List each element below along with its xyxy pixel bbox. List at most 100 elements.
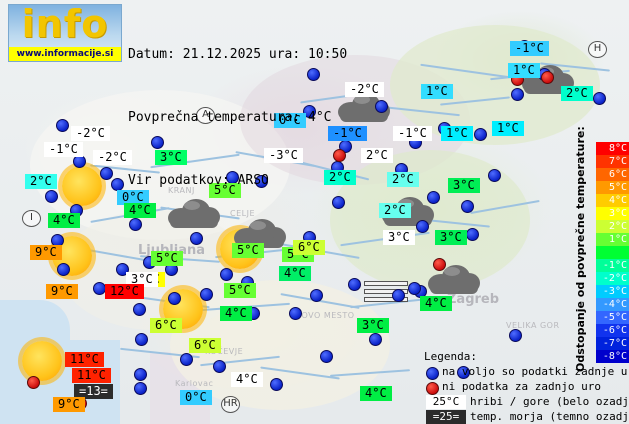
temperature-chip: 2°C: [324, 170, 356, 185]
city-label: NOVO MESTO: [295, 311, 355, 320]
station-dot: [474, 128, 487, 141]
station-dot: [332, 196, 345, 209]
station-dot: [133, 303, 146, 316]
temperature-chip: 4°C: [231, 372, 263, 387]
temperature-chip: -2°C: [93, 150, 132, 165]
scale-step: 7°C: [596, 155, 629, 168]
station-dot: [369, 333, 382, 346]
sun-icon: [62, 166, 102, 206]
legend-mountain-text: hribi / gore (belo ozadje): [470, 395, 629, 408]
scale-step: -6°C: [596, 324, 629, 337]
temperature-chip: 1°C: [508, 63, 540, 78]
temperature-chip: 4°C: [360, 386, 392, 401]
temperature-chip: 4°C: [48, 213, 80, 228]
scale-step: [596, 246, 629, 259]
fog-icon: [364, 281, 408, 307]
station-dot: [56, 119, 69, 132]
cloud-icon: [426, 262, 482, 294]
city-label: KRANJ: [168, 186, 195, 195]
temperature-chip: 6°C: [293, 240, 325, 255]
scale-step: 8°C: [596, 142, 629, 155]
temperature-chip: -1°C: [44, 142, 83, 157]
scale-step: -3°C: [596, 285, 629, 298]
temperature-chip: 0°C: [274, 113, 306, 128]
temperature-chip: 4°C: [124, 203, 156, 218]
temperature-chip: -1°C: [393, 126, 432, 141]
temperature-chip: 6°C: [150, 318, 182, 333]
color-scale: 8°C 7°C 6°C 5°C 4°C 3°C 2°C 1°C -1°C -2°C -3°C -4°C…: [596, 142, 629, 363]
station-dot: [310, 289, 323, 302]
station-dot: [213, 360, 226, 373]
station-dot-nodata: [433, 258, 446, 271]
temperature-chip: 2°C: [379, 203, 411, 218]
temperature-chip: -2°C: [345, 82, 384, 97]
sea-swatch: =25=: [426, 410, 466, 424]
legend: Legenda: na voljo so podatki zadnje ure …: [424, 350, 629, 424]
temperature-chip: 11°C: [65, 352, 104, 367]
legend-missing-text: ni podatka za zadnjo uro: [442, 380, 601, 393]
station-dot: [593, 92, 606, 105]
site-logo[interactable]: info www.informacije.si: [8, 3, 122, 62]
station-dot: [57, 263, 70, 276]
cloud-icon: [166, 196, 222, 228]
station-dot: [220, 268, 233, 281]
station-dot: [255, 175, 268, 188]
scale-title: Odstopanje od povprečne temperature:: [574, 126, 587, 372]
station-dot: [135, 333, 148, 346]
logo-url: www.informacije.si: [9, 47, 121, 61]
station-dot: [270, 378, 283, 391]
temperature-chip: 3°C: [435, 230, 467, 245]
scale-step: -2°C: [596, 272, 629, 285]
station-dot: [488, 169, 501, 182]
station-dot: [200, 288, 213, 301]
scale-step: -4°C: [596, 298, 629, 311]
temperature-chip: 4°C: [420, 296, 452, 311]
station-dot: [408, 282, 421, 295]
red-dot-icon: [426, 382, 439, 395]
station-dot: [129, 218, 142, 231]
temperature-chip: 0°C: [180, 390, 212, 405]
legend-row-sea: =25= temp. morja (temno ozadje): [424, 410, 629, 424]
scale-step: 2°C: [596, 220, 629, 233]
blue-dot-icon: [426, 367, 439, 380]
temperature-chip: -1°C: [328, 126, 367, 141]
sea-temperature-chip: =13=: [74, 384, 113, 399]
country-code-badge: A: [196, 107, 215, 124]
legend-row-available: na voljo so podatki zadnje ure: [424, 365, 629, 380]
legend-row-mountain: 25°C hribi / gore (belo ozadje): [424, 395, 629, 410]
terrain-blob: [60, 210, 250, 330]
header-date: Datum: 21.12.2025 ura: 10:50: [128, 47, 348, 62]
station-dot: [348, 278, 361, 291]
sun-icon: [22, 341, 62, 381]
mountain-swatch: 25°C: [426, 395, 466, 409]
station-dot: [511, 88, 524, 101]
temperature-chip: 9°C: [53, 397, 85, 412]
scale-step: -7°C: [596, 337, 629, 350]
temperature-chip: 1°C: [441, 126, 473, 141]
station-dot: [303, 105, 316, 118]
temperature-chip: 3°C: [155, 150, 187, 165]
temperature-chip: 2°C: [387, 172, 419, 187]
temperature-chip: 4°C: [279, 266, 311, 281]
station-dot: [100, 167, 113, 180]
temperature-chip: 6°C: [189, 338, 221, 353]
legend-row-missing: ni podatka za zadnjo uro: [424, 380, 609, 395]
scale-step: -5°C: [596, 311, 629, 324]
station-dot: [457, 366, 470, 379]
station-dot-nodata: [27, 376, 40, 389]
temperature-chip: 9°C: [30, 245, 62, 260]
station-dot: [375, 100, 388, 113]
temperature-chip: 3°C: [448, 178, 480, 193]
station-dot-nodata: [541, 71, 554, 84]
temperature-chip: 4°C: [220, 306, 252, 321]
legend-sea-text: temp. morja (temno ozadje): [470, 410, 629, 423]
station-dot: [320, 350, 333, 363]
scale-step: 3°C: [596, 207, 629, 220]
station-dot: [461, 200, 474, 213]
temperature-chip: 1°C: [421, 84, 453, 99]
scale-step: 6°C: [596, 168, 629, 181]
temperature-chip: 3°C: [383, 230, 415, 245]
temperature-chip: 2°C: [361, 148, 393, 163]
temperature-chip: 2°C: [25, 174, 57, 189]
